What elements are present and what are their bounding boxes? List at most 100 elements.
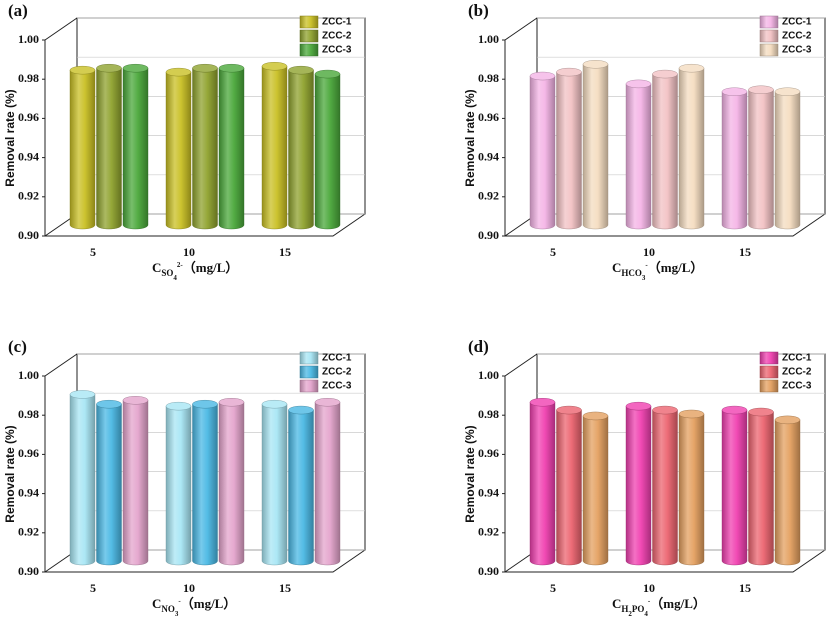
bar-top xyxy=(748,85,774,94)
y-tick-label: 0.90 xyxy=(478,228,499,242)
bar-body xyxy=(165,71,192,230)
bar-body xyxy=(556,71,582,230)
bar-top xyxy=(288,405,314,415)
x-axis-label-part: （mg/L） xyxy=(183,260,239,275)
bar-top xyxy=(96,399,122,409)
bar xyxy=(529,71,556,230)
y-axis-label: Removal rate (%) xyxy=(3,425,17,522)
bar xyxy=(314,398,341,566)
y-tick-label: 0.92 xyxy=(18,189,39,203)
x-axis-label-part: - xyxy=(178,597,181,605)
bar-top xyxy=(748,407,774,417)
bar-top xyxy=(678,63,705,73)
bar xyxy=(218,398,245,566)
panel-label: (a) xyxy=(8,1,28,20)
panel: 0.90 0.92 0.94 0.96 0.98 1.00 (a) Removal rate … xyxy=(3,1,366,282)
x-tick-label: 15 xyxy=(739,581,751,595)
bar-top xyxy=(192,63,218,73)
y-tick-label: 0.94 xyxy=(18,149,39,163)
bar-top xyxy=(69,390,96,399)
x-tick-label: 5 xyxy=(550,581,556,595)
x-axis-label-part: - xyxy=(645,261,648,269)
bar xyxy=(314,69,341,230)
bar-top xyxy=(529,71,556,81)
y-tick-label: 0.98 xyxy=(478,71,499,85)
bar-body xyxy=(556,409,582,566)
legend-swatch xyxy=(299,379,319,393)
y-tick-label: 0.96 xyxy=(478,446,499,460)
legend-label: ZCC-1 xyxy=(782,17,812,28)
legend-label: ZCC-3 xyxy=(782,45,812,56)
bar-top xyxy=(288,65,314,75)
legend-swatch xyxy=(299,365,319,379)
bar xyxy=(678,409,705,566)
x-tick-label: 15 xyxy=(279,245,291,259)
bar xyxy=(261,399,288,566)
x-axis-label-part: （mg/L） xyxy=(648,260,704,275)
bar-body xyxy=(218,402,245,566)
bar xyxy=(529,398,556,566)
legend-swatch xyxy=(759,365,779,379)
legend-swatch xyxy=(299,351,319,365)
legend-label: ZCC-2 xyxy=(322,367,352,378)
legend-swatch xyxy=(299,29,319,43)
y-axis-label: Removal rate (%) xyxy=(463,425,477,522)
bar-top xyxy=(192,399,218,409)
legend-swatch xyxy=(299,43,319,57)
y-tick-label: 1.00 xyxy=(18,32,39,46)
y-tick-label: 0.94 xyxy=(18,485,39,499)
bar xyxy=(748,407,774,566)
bar xyxy=(774,415,801,566)
bar-body xyxy=(192,68,218,230)
legend-swatch xyxy=(759,29,779,43)
bar xyxy=(652,405,678,566)
y-tick-label: 0.96 xyxy=(18,110,39,124)
bar-top xyxy=(652,69,678,79)
y-tick-label: 0.92 xyxy=(478,525,499,539)
bar-body xyxy=(192,404,218,566)
bar xyxy=(122,396,149,566)
floor xyxy=(505,213,826,237)
bar xyxy=(678,63,705,230)
legend-swatch xyxy=(759,351,779,365)
bar-body xyxy=(582,415,609,566)
panel: 0.90 0.92 0.94 0.96 0.98 1.00 (d) Removal rate … xyxy=(463,337,826,618)
bar-top xyxy=(625,79,652,89)
bar-top xyxy=(261,399,288,409)
bar xyxy=(556,67,582,230)
bar xyxy=(96,63,122,230)
bar-body xyxy=(721,91,748,230)
x-axis-label-part: 3 xyxy=(175,610,179,618)
bar xyxy=(748,85,774,230)
bar xyxy=(625,79,652,230)
floor xyxy=(505,549,826,573)
x-axis-label-part: NO xyxy=(161,604,175,614)
floor xyxy=(45,213,366,237)
bar-top xyxy=(556,67,582,77)
bar xyxy=(218,63,245,230)
bar-body xyxy=(122,68,149,230)
bar-body xyxy=(288,409,314,566)
bar-body xyxy=(218,68,245,230)
x-axis-label-part: 3 xyxy=(642,274,646,282)
bar-top xyxy=(529,398,556,407)
x-axis-label-part: （mg/L） xyxy=(650,596,706,611)
bar-top xyxy=(165,67,192,77)
bar-body xyxy=(748,89,774,230)
bar-body xyxy=(652,73,678,230)
bar-top xyxy=(582,60,609,69)
bar xyxy=(652,69,678,230)
bar-body xyxy=(774,419,801,566)
bar xyxy=(261,62,288,230)
bar xyxy=(721,405,748,566)
x-axis-label-part: SO xyxy=(161,268,173,278)
bar-body xyxy=(288,69,314,230)
y-tick-label: 0.90 xyxy=(18,228,39,242)
bar-top xyxy=(314,69,341,79)
bar-body xyxy=(529,402,556,566)
panel: 0.90 0.92 0.94 0.96 0.98 1.00 (c) Removal rate … xyxy=(3,337,366,618)
bar-top xyxy=(218,63,245,73)
bar xyxy=(288,65,314,230)
x-tick-label: 10 xyxy=(183,245,195,259)
